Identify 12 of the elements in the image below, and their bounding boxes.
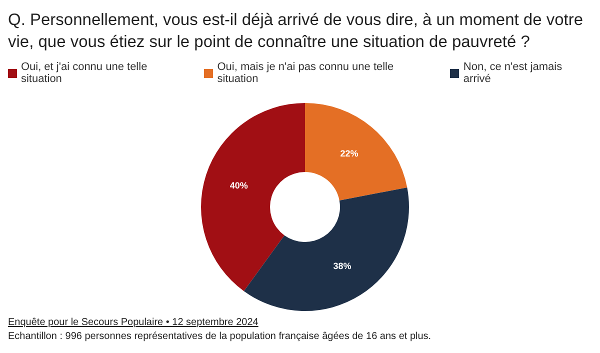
legend-label: Non, ce n'est jamais arrivé <box>463 61 564 85</box>
donut-slice <box>201 103 305 292</box>
data-label: 22% <box>340 148 358 159</box>
data-label: 38% <box>333 260 352 271</box>
data-label: 40% <box>230 180 248 191</box>
text: Echantillon : 996 personnes représentatives de la population française âgées de 16 ans et plus. <box>8 330 432 344</box>
legend-label: Oui, et j'ai connu une telle situation <box>20 61 148 85</box>
legend-label: Oui, mais je n'ai pas connu une telle situation <box>217 61 395 85</box>
text: Enquête pour le Secours Populaire • 12 septembre 2024 <box>8 316 260 330</box>
donut-slice <box>244 188 409 311</box>
chart-title: Q. Personnellement, vous est-il déjà arrivé de vous dire, à un moment de votre vie, que vous étiez sur le point de connaître une situation de pauvreté ? <box>8 10 584 53</box>
donut-slice <box>305 103 408 200</box>
